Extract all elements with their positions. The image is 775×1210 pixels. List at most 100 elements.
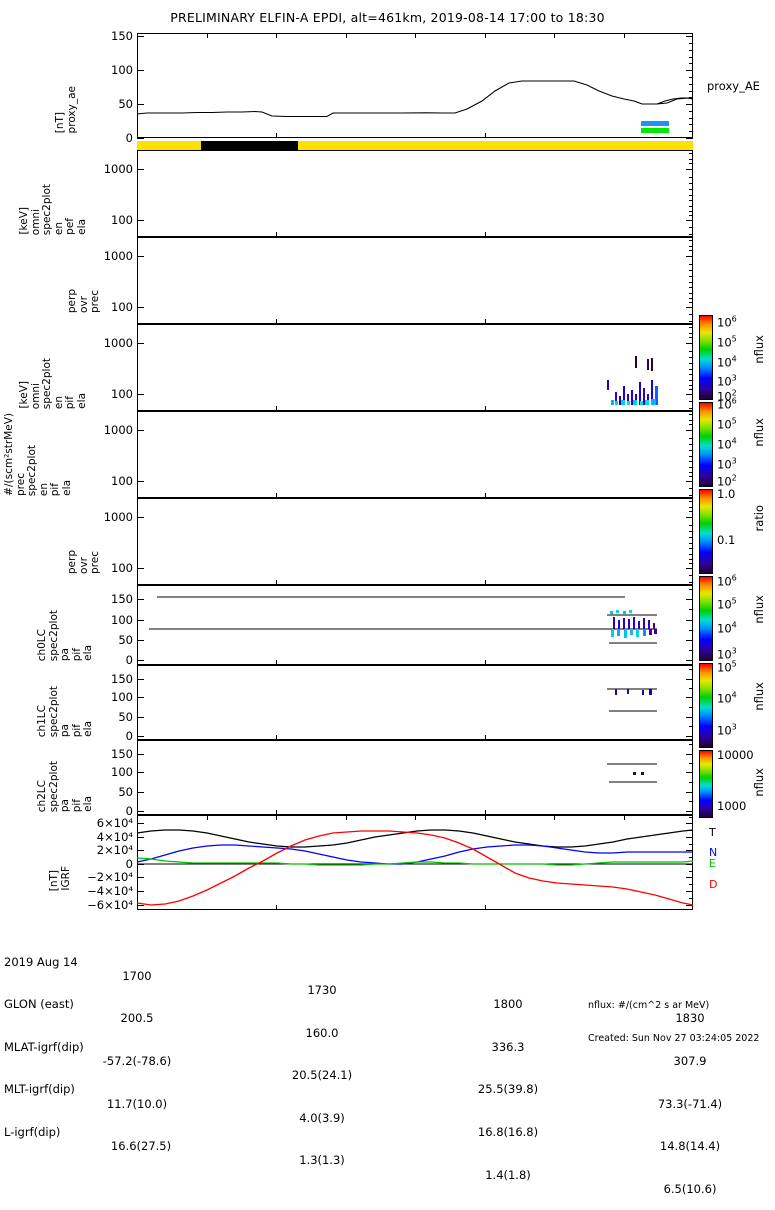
- colorbar-tick: 105: [717, 334, 737, 350]
- panel-axis-title-igrf: IGRF [nT]: [48, 866, 72, 891]
- bottom-axis-value: 25.5(39.8): [477, 1082, 539, 1097]
- ytick-label: 0: [125, 803, 133, 818]
- ytick-label: 50: [118, 632, 133, 647]
- colorbar-pif-omni: [699, 576, 713, 661]
- panel-axis-title-ela-pif-en-omni: ela pif en spec2plot omni [keV]: [18, 357, 88, 409]
- ytick-label: 0: [125, 653, 133, 668]
- bottom-axis-value: 16.6(27.5): [110, 1139, 172, 1154]
- bottom-axis-value: 11.7(10.0): [106, 1096, 168, 1111]
- ytick-label: 150: [111, 592, 133, 607]
- units-note: nflux: #/(cm^2 s ar MeV): [588, 1000, 710, 1011]
- colorbar-tick: 104: [717, 436, 737, 452]
- ytick-label: 100: [111, 473, 133, 488]
- colorbar-tick: 105: [717, 659, 737, 675]
- ytick-label: 150: [111, 746, 133, 761]
- panel-igrf: 6×10⁴ 4×10⁴ 2×10⁴ 0 −2×10⁴ −4×10⁴ −6×10⁴: [48, 815, 717, 912]
- spectrogram-data-ch2lc: [607, 763, 657, 783]
- panel-axis-title-ch2lc: ela pif pa spec2plot ch2LC: [36, 760, 94, 812]
- data-gap-segment: [200, 141, 299, 150]
- ytick-label: 1000: [103, 336, 133, 351]
- panel-axis-title-ela-pef-en-omni: ela pef en spec2plot omni [keV]: [18, 183, 88, 235]
- colorbar-ratio: [699, 489, 713, 574]
- panel-ela-pif-pa-ch1lc: 0 50 100 150 ela pif pa spec2plot ch1LC: [36, 665, 693, 743]
- igrf-legend-t: T: [709, 826, 716, 840]
- ytick-label: 100: [111, 560, 133, 575]
- ytick-label: 100: [111, 212, 133, 227]
- panel-axis-title-ch0lc: ela pif pa spec2plot ch0LC: [36, 609, 94, 661]
- marker-blue: [641, 121, 669, 126]
- colorbar-tick: 1.0: [717, 487, 736, 501]
- colorbar-tick: 106: [717, 573, 737, 589]
- page-title: PRELIMINARY ELFIN-A EPDI, alt=461km, 201…: [170, 10, 605, 25]
- bottom-axis-row-name: MLAT-igrf(dip): [4, 1039, 84, 1054]
- colorbar-title-ratio: ratio: [752, 505, 766, 532]
- ytick-label: 0: [125, 728, 133, 743]
- ytick-label: −4×10⁴: [87, 884, 133, 898]
- igrf-legend-d: D: [709, 877, 718, 891]
- colorbar-tick: 104: [717, 690, 737, 706]
- panel-ela-pif-pa-ch2lc: 0 50 100 150 ela pif pa spec2plot ch2LC: [36, 740, 693, 818]
- colorbar-tick: 106: [717, 396, 737, 412]
- ytick-label: 100: [111, 765, 133, 780]
- ytick-label: 100: [111, 690, 133, 705]
- colorbar-title-nflux-4: nflux: [752, 682, 766, 711]
- ytick-label: 100: [111, 386, 133, 401]
- bottom-axis-value: 200.5: [120, 1011, 154, 1026]
- colorbar-pif-prec: [699, 663, 713, 748]
- colorbar-tick: 0.1: [717, 533, 736, 547]
- bottom-axis-value: 6.5(10.6): [663, 1181, 717, 1196]
- bottom-axis-row-name: GLON (east): [4, 997, 74, 1012]
- panel-axis-title-ch1lc: ela pif pa spec2plot ch1LC: [36, 685, 94, 737]
- footer-note: nflux: #/(cm^2 s ar MeV) Created: Sun No…: [588, 978, 759, 1066]
- ytick-label: 0: [125, 856, 133, 871]
- colorbar-tick: 102: [717, 388, 737, 404]
- panel-ela-pif-en-prec-ovr-perp: 1000 100 prec ovr perp: [66, 498, 693, 585]
- panel-axis-title-ela-pif-en-prec: ela pif en spec2plot prec #/(scm²strMeV): [3, 413, 73, 496]
- panel-axis-title-prec-ovr-perp: prec ovr perp: [66, 288, 101, 313]
- panel-proxy-ae: 0 50 100 150: [54, 29, 760, 145]
- bottom-axis-value: 14.8(14.4): [659, 1139, 721, 1154]
- spectrogram-data-ch1lc: [607, 688, 657, 712]
- panel-ela-pef-en-omni: 1000 100 ela pef en spec2plot omni [keV]: [18, 150, 693, 237]
- bottom-axis-value: 1.3(1.3): [299, 1153, 345, 1168]
- ytick-label: 6×10⁴: [96, 816, 133, 831]
- bottom-axis-value: 16.8(16.8): [477, 1125, 539, 1139]
- colorbar-tick: 103: [717, 456, 737, 472]
- ytick-label: 1000: [103, 249, 133, 264]
- colorbar-pef-omni: [699, 315, 713, 400]
- panel-axis-title-prec-ovr-perp-2: prec ovr perp: [66, 549, 101, 574]
- ytick-label: 2×10⁴: [96, 843, 133, 858]
- ytick-label: 0: [125, 131, 133, 145]
- bottom-axis-row-name: MLT-igrf(dip): [4, 1082, 75, 1097]
- colorbar-tick: 105: [717, 596, 737, 612]
- colorbar-tick: 103: [717, 646, 737, 662]
- colorbar-tick: 104: [717, 620, 737, 636]
- panel-ela-pif-pa-ch0lc: 0 50 100 150: [36, 585, 693, 667]
- bottom-axis-row-name: 2019 Aug 14: [4, 954, 78, 969]
- ytick-label: 4×10⁴: [96, 829, 133, 844]
- colorbar-tick: 103: [717, 722, 737, 738]
- ytick-label: 1000: [103, 162, 133, 177]
- marker-green: [641, 128, 669, 133]
- proxy-ae-trace: [137, 33, 693, 138]
- ytick-label: 50: [118, 784, 133, 799]
- ytick-label: 150: [111, 671, 133, 686]
- colorbar-pef-prec: [699, 402, 713, 487]
- colorbar-tick: 102: [717, 473, 737, 489]
- bottom-axis-value: 336.3: [491, 1039, 525, 1054]
- created-timestamp: Created: Sun Nov 27 03:24:05 2022: [588, 1033, 760, 1044]
- colorbar-tick: 104: [717, 354, 737, 370]
- ytick-label: 1000: [103, 510, 133, 525]
- colorbar-tick: 105: [717, 416, 737, 432]
- colorbar-title-nflux-3: nflux: [752, 595, 766, 624]
- bottom-axis-value: 1730: [307, 983, 337, 998]
- bottom-axis-value: 1.4(1.8): [485, 1167, 531, 1182]
- colorbar-tick: 106: [717, 314, 737, 330]
- ytick-label: 50: [118, 97, 133, 112]
- colorbar-pa-ch: [699, 750, 713, 818]
- plot-canvas: PRELIMINARY ELFIN-A EPDI, alt=461km, 201…: [3, 10, 766, 1196]
- bottom-axis-value: 1700: [122, 968, 152, 983]
- colorbar-tick: 103: [717, 373, 737, 389]
- bottom-axis-row: MLT-igrf(dip) 11.7(10.0) 4.0(3.9) 16.8(1…: [0, 1068, 775, 1153]
- ytick-label: 100: [111, 612, 133, 627]
